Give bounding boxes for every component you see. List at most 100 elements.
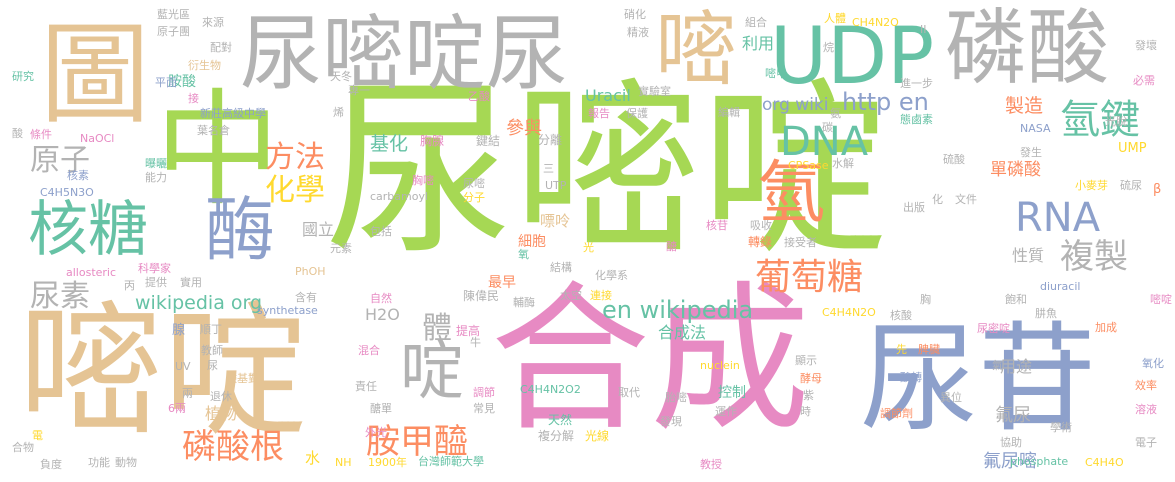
word-99: 專一 [348,84,370,97]
word-14: 氫鍵 [1060,97,1140,143]
word-28: 尿素 [30,279,90,314]
word-149: 連接 [590,289,612,302]
word-65: NH [335,456,352,469]
word-8: UDP [770,12,935,102]
word-32: 胺酸 [168,74,196,90]
word-96: 衍生物 [188,59,221,72]
word-153: 嘧啶 [1150,293,1172,306]
word-145: 含有 [295,291,317,304]
word-59: 控制 [718,385,746,401]
word-7: 嘧 [655,3,738,98]
word-68: C4H4N2O [822,306,876,319]
word-77: diuracil [1040,280,1081,293]
word-42: 植物 [205,404,238,423]
word-187: 學術 [1050,421,1072,434]
word-27: 原子 [30,143,90,178]
word-139: 化學系 [595,269,628,282]
word-47: 利用 [742,34,775,53]
word-181: 醣單 [370,402,392,415]
word-180: 6兩 [168,402,186,415]
word-110: 編輯 [718,106,740,119]
word-79: PhOH [295,265,326,278]
word-174: 調節 [473,386,495,399]
word-170: 效率 [1135,379,1157,392]
word-49: 胸腺 [420,134,445,148]
word-18: 啶 [400,335,464,409]
word-52: 用途 [1000,357,1033,376]
word-159: 教師 [201,344,223,357]
word-66: 水 [305,449,321,467]
word-184: 發現 [660,415,682,428]
word-73: allosteric [66,266,117,279]
word-122: 尿嘧 [463,177,485,190]
word-75: carbamoyl [370,190,429,203]
word-76: nuclein [700,359,740,372]
word-82: UTP [545,179,567,192]
word-185: 時 [800,405,811,418]
word-143: 實用 [180,276,202,289]
word-4: 中 [155,78,280,223]
word-62: 光線 [585,429,610,443]
word-92: 烷 [823,41,834,54]
word-162: 先 [896,343,907,356]
word-106: 接 [188,92,199,105]
word-93: II [920,23,927,36]
word-191: 電子 [1135,436,1157,449]
word-129: 文件 [955,193,977,206]
word-69: C4H5N3O [40,186,94,199]
word-164: 顯示 [795,354,817,367]
word-114: 光脫 [1105,115,1127,128]
word-128: 化 [932,193,943,206]
word-147: 輔酶 [513,296,535,309]
word-125: 硫酸 [943,153,965,166]
word-37: 國立 [302,220,335,239]
word-21: 磷酸根 [182,427,284,467]
word-183: 外光 [365,426,387,439]
word-36: 參與 [506,118,542,139]
word-58: 陳偉民 [463,289,500,303]
word-95: 研究 [12,70,34,83]
word-148: 太空 [560,289,582,302]
word-9: 磷酸 [945,1,1110,96]
word-119: 曝曬 [145,157,167,170]
word-83: UV [175,360,191,373]
word-111: 氨 [830,107,841,120]
word-172: 鹼基對 [226,372,259,385]
word-131: 吸收 [750,219,772,232]
word-126: 發生 [1020,146,1042,159]
word-186: 調節劑 [880,407,913,420]
word-38: 合成法 [658,323,707,342]
word-158: 加成 [1095,321,1117,334]
word-3: 嘧啶 [18,288,308,457]
word-23: en wikipedia [602,296,754,324]
word-78: NaOCl [80,132,115,145]
word-173: 責任 [355,380,377,393]
word-16: RNA [1015,195,1101,241]
word-157: 尿密啶 [977,322,1010,335]
word-51: 分離 [538,133,563,147]
word-168: 酸轉 [900,371,922,384]
word-179: 溶液 [1135,403,1157,416]
word-105: 新莊高級中學 [200,107,266,120]
word-19: 葡萄糖 [755,257,864,298]
word-12: 酶 [205,189,275,271]
word-108: 報告 [588,107,610,120]
word-15: DNA [780,119,869,165]
word-156: 核酸 [890,309,912,322]
word-74: synthetase [257,304,318,317]
word-177: 紫 [803,389,814,402]
word-155: 順丁 [200,323,222,336]
word-30: 基化 [370,133,409,155]
word-98: 天冬 [330,70,352,83]
word-45: 氟尿嘧 [983,451,1037,472]
word-86: 來源 [202,16,224,29]
word-72: phosphate [1010,455,1069,468]
word-146: 自然 [370,292,392,305]
word-161: 牛 [470,336,481,349]
word-142: 提供 [145,276,167,289]
word-115: 酸 [12,127,23,140]
word-1: 尿嘧啶 [325,62,889,281]
word-64: 1900年 [368,456,407,469]
word-94: 發壞 [1135,39,1157,52]
word-10: 尿苷 [860,310,1097,448]
